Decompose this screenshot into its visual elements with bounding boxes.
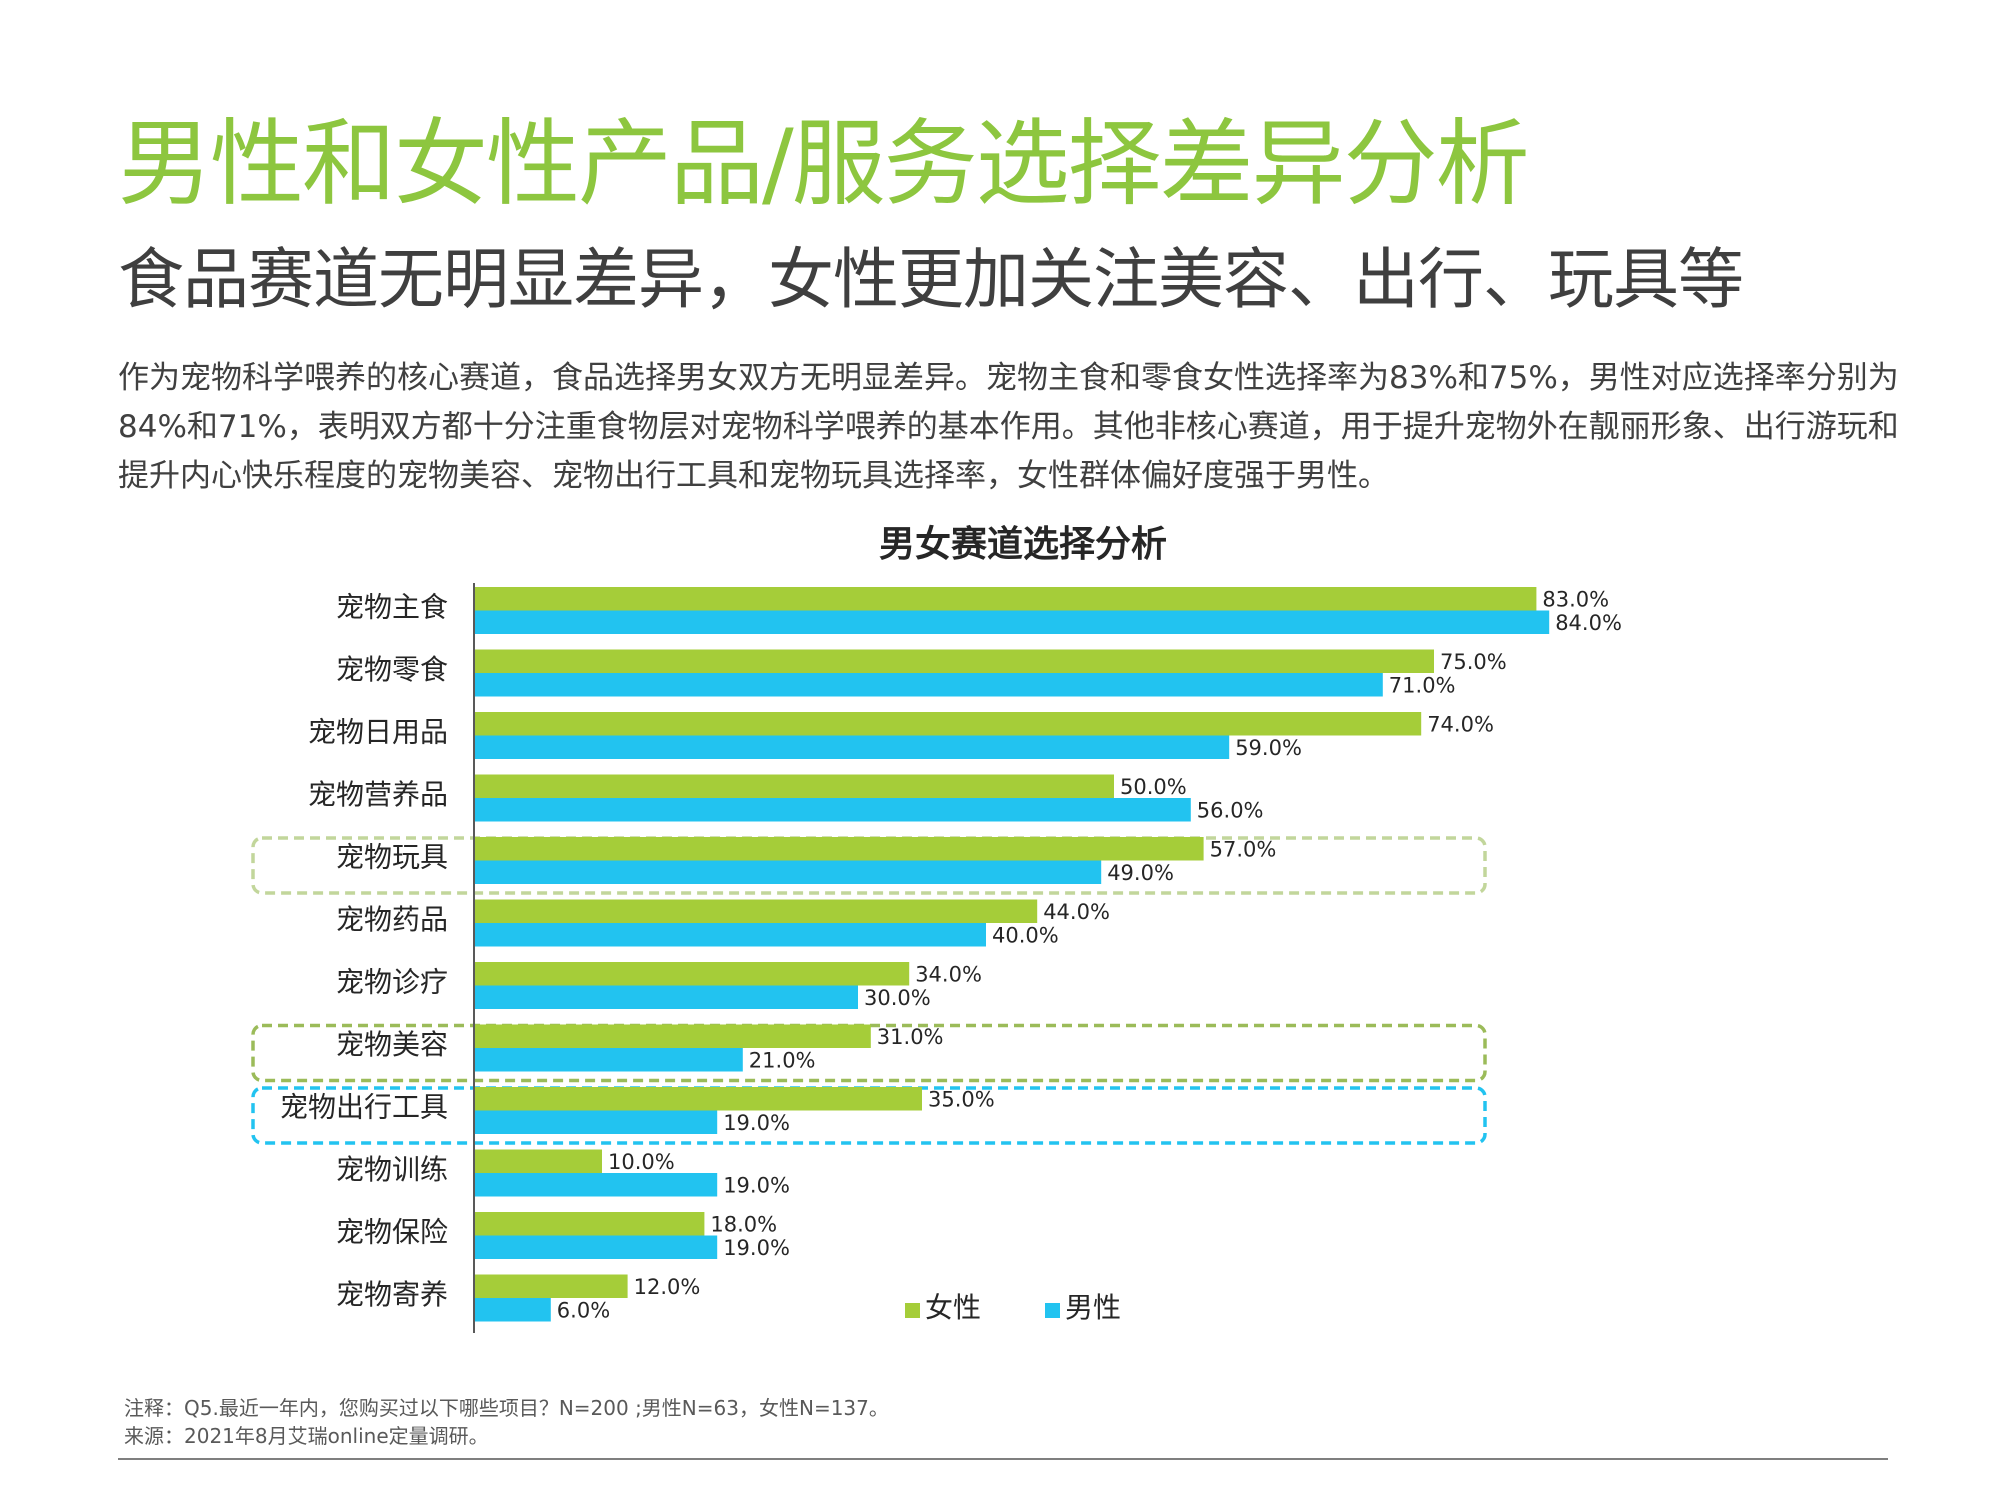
value-label-female: 83.0% bbox=[1542, 588, 1609, 612]
category-label: 宠物出行工具 bbox=[280, 1091, 448, 1124]
value-label-female: 31.0% bbox=[877, 1025, 944, 1049]
bar-male bbox=[474, 798, 1191, 822]
legend-label: 女性 bbox=[925, 1291, 981, 1324]
value-label-female: 44.0% bbox=[1043, 900, 1110, 924]
value-label-female: 10.0% bbox=[608, 1150, 675, 1174]
value-label-male: 19.0% bbox=[723, 1236, 790, 1260]
value-label-female: 12.0% bbox=[634, 1275, 701, 1299]
value-label-male: 56.0% bbox=[1197, 799, 1264, 823]
value-label-female: 57.0% bbox=[1210, 838, 1277, 862]
bar-female bbox=[474, 1149, 602, 1173]
legend: 女性 男性 bbox=[905, 1291, 1121, 1324]
bar-male bbox=[474, 735, 1230, 759]
bar-female bbox=[474, 1212, 705, 1236]
value-label-male: 59.0% bbox=[1235, 736, 1302, 760]
value-label-male: 19.0% bbox=[723, 1111, 790, 1135]
bar-female bbox=[474, 962, 910, 986]
category-label: 宠物玩具 bbox=[336, 841, 448, 874]
value-label-male: 71.0% bbox=[1389, 674, 1456, 698]
bar-male bbox=[474, 860, 1102, 884]
value-label-female: 35.0% bbox=[928, 1088, 995, 1112]
value-label-male: 40.0% bbox=[992, 924, 1059, 948]
source-note: 来源：2021年8月艾瑞online定量调研。 bbox=[124, 1424, 489, 1448]
category-label: 宠物寄养 bbox=[336, 1278, 448, 1311]
category-label: 宠物日用品 bbox=[308, 716, 448, 749]
summary-paragraph: 作为宠物科学喂养的核心赛道，食品选择男女双方无明显差异。宠物主食和零食女性选择率… bbox=[118, 360, 1899, 494]
bar-female bbox=[474, 1024, 871, 1048]
bar-female bbox=[474, 587, 1537, 611]
value-label-male: 49.0% bbox=[1107, 861, 1174, 885]
legend-swatch bbox=[1045, 1303, 1060, 1318]
bar-male bbox=[474, 1298, 551, 1322]
bar-male bbox=[474, 985, 858, 1009]
page-subtitle: 食品赛道无明显差异，女性更加关注美容、出行、玩具等 bbox=[118, 241, 1744, 318]
category-label: 宠物零食 bbox=[336, 653, 448, 686]
bar-male bbox=[474, 1235, 718, 1259]
page-title: 男性和女性产品/服务选择差异分析 bbox=[118, 110, 1530, 219]
bar-female bbox=[474, 837, 1204, 861]
value-label-female: 18.0% bbox=[710, 1213, 777, 1237]
value-label-male: 84.0% bbox=[1555, 611, 1622, 635]
legend-label: 男性 bbox=[1065, 1291, 1121, 1324]
bar-chart: 男女赛道选择分析 宠物主食 83.0%84.0% 宠物零食 75.0%71.0% 宠物日… bbox=[251, 524, 1622, 1333]
footnote: 注释：Q5.最近一年内，您购买过以下哪些项目？N=200 ;男性N=63，女性N… bbox=[124, 1396, 889, 1420]
chart-title: 男女赛道选择分析 bbox=[879, 524, 1167, 565]
bar-female bbox=[474, 1087, 922, 1111]
value-label-female: 75.0% bbox=[1440, 650, 1507, 674]
value-label-female: 34.0% bbox=[915, 963, 982, 987]
bar-male bbox=[474, 610, 1550, 634]
category-label: 宠物美容 bbox=[336, 1028, 448, 1061]
category-label: 宠物诊疗 bbox=[336, 966, 448, 999]
bar-male bbox=[474, 1048, 743, 1072]
category-label: 宠物训练 bbox=[336, 1153, 448, 1186]
bar-male bbox=[474, 1110, 718, 1134]
value-label-female: 50.0% bbox=[1120, 775, 1187, 799]
value-label-male: 19.0% bbox=[723, 1174, 790, 1198]
category-label: 宠物主食 bbox=[336, 591, 448, 624]
footer-rule bbox=[118, 1458, 1888, 1460]
value-label-female: 74.0% bbox=[1427, 713, 1494, 737]
value-label-male: 21.0% bbox=[749, 1049, 816, 1073]
value-label-male: 30.0% bbox=[864, 986, 931, 1010]
bar-female bbox=[474, 774, 1114, 798]
category-label: 宠物营养品 bbox=[308, 778, 448, 811]
category-label: 宠物保险 bbox=[336, 1216, 448, 1249]
bar-female bbox=[474, 899, 1038, 923]
category-label: 宠物药品 bbox=[336, 903, 448, 936]
bar-male bbox=[474, 673, 1383, 697]
bars-group: 宠物主食 83.0%84.0% 宠物零食 75.0%71.0% 宠物日用品 74.0% 59… bbox=[280, 587, 1622, 1323]
bar-female bbox=[474, 712, 1422, 736]
bar-male bbox=[474, 923, 986, 947]
value-label-male: 6.0% bbox=[557, 1299, 610, 1323]
bar-female bbox=[474, 649, 1434, 673]
bar-male bbox=[474, 1173, 718, 1197]
legend-swatch bbox=[905, 1303, 920, 1318]
bar-female bbox=[474, 1274, 628, 1298]
